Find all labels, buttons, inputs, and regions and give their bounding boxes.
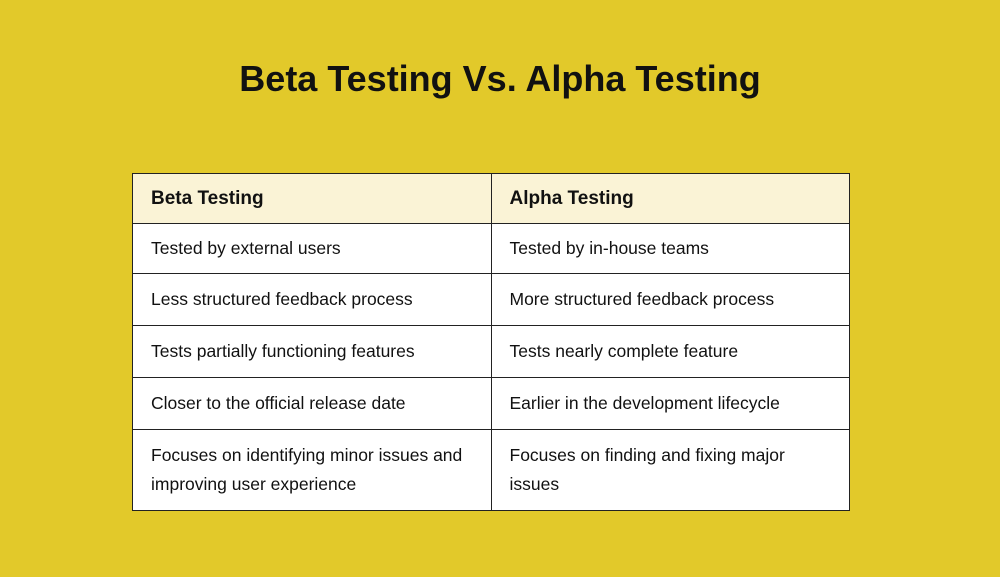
cell-beta: Tested by external users xyxy=(132,223,492,274)
header-beta: Beta Testing xyxy=(132,173,492,224)
table-row: Focuses on identifying minor issues and … xyxy=(132,429,850,511)
cell-alpha: More structured feedback process xyxy=(490,273,850,326)
table-row: Tested by external users Tested by in-ho… xyxy=(132,223,850,274)
cell-alpha: Earlier in the development lifecycle xyxy=(490,377,850,430)
table-row: Less structured feedback process More st… xyxy=(132,273,850,326)
header-alpha: Alpha Testing xyxy=(490,173,850,224)
comparison-table: Beta Testing Alpha Testing Tested by ext… xyxy=(132,173,850,511)
table-row: Tests partially functioning features Tes… xyxy=(132,325,850,378)
cell-alpha: Tests nearly complete feature xyxy=(490,325,850,378)
page-title: Beta Testing Vs. Alpha Testing xyxy=(239,58,761,99)
cell-beta: Tests partially functioning features xyxy=(132,325,492,378)
table-header-row: Beta Testing Alpha Testing xyxy=(132,173,850,224)
cell-alpha: Focuses on finding and fixing major issu… xyxy=(490,429,850,511)
cell-alpha: Tested by in-house teams xyxy=(490,223,850,274)
table-row: Closer to the official release date Earl… xyxy=(132,377,850,430)
cell-beta: Focuses on identifying minor issues and … xyxy=(132,429,492,511)
cell-beta: Closer to the official release date xyxy=(132,377,492,430)
cell-beta: Less structured feedback process xyxy=(132,273,492,326)
